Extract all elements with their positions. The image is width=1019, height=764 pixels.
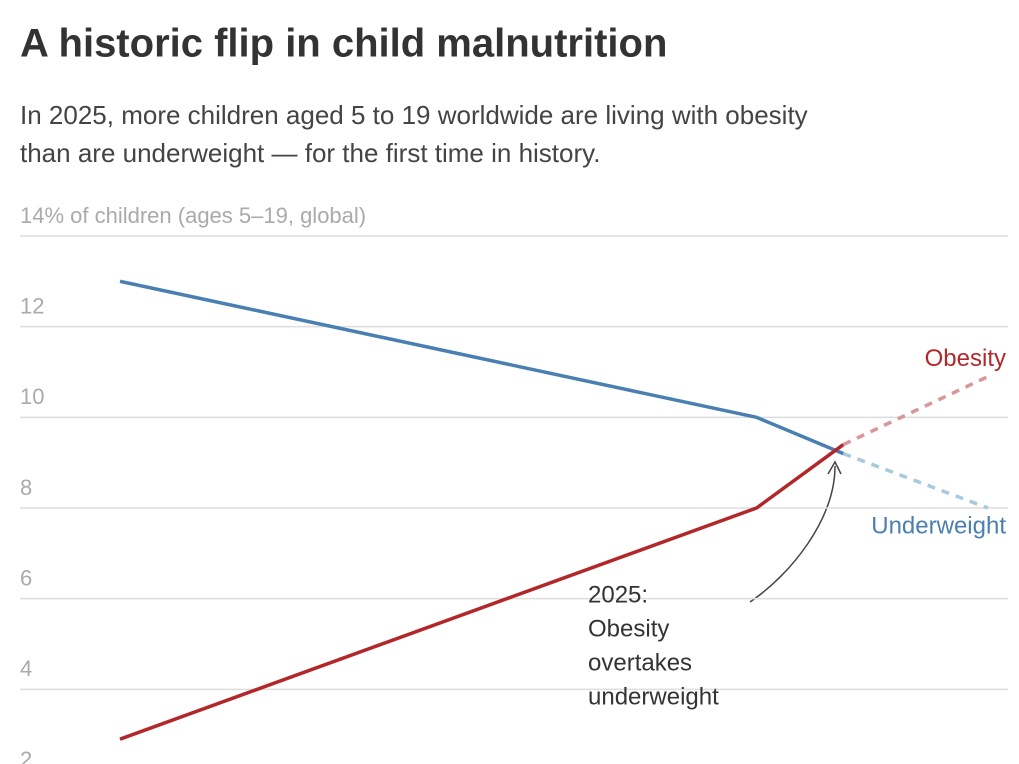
y-tick-label: 4 [20, 656, 32, 681]
series-line [119, 443, 845, 741]
y-tick-label: 12 [20, 293, 44, 318]
series-line [119, 279, 845, 456]
y-tick-label: 6 [20, 565, 32, 590]
chart-subtitle: In 2025, more children aged 5 to 19 worl… [20, 100, 808, 130]
series-label: Obesity [925, 345, 1006, 372]
annotation-text: overtakes [588, 649, 692, 676]
annotation-text: underweight [588, 683, 719, 710]
y-tick-label: 8 [20, 475, 32, 500]
projection-line [842, 451, 989, 510]
y-tick-label: 10 [20, 384, 44, 409]
annotation-text: 2025: [588, 581, 648, 608]
annotation-arrow [749, 465, 836, 603]
chart-subtitle: than are underweight — for the first tim… [20, 138, 600, 168]
annotation-arrowhead [827, 460, 842, 475]
chart-title: A historic flip in child malnutrition [20, 22, 667, 66]
series-label: Underweight [871, 512, 1006, 539]
projection-line [842, 374, 989, 447]
y-tick-label: 2 [20, 747, 32, 764]
y-tick-label: 14% of children (ages 5–19, global) [20, 203, 366, 228]
annotation-text: Obesity [588, 615, 669, 642]
